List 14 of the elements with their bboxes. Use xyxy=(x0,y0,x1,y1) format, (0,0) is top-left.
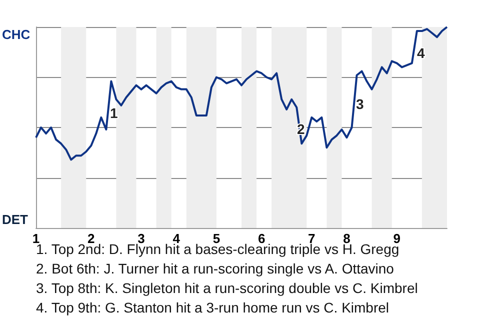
x-tick-label: 7 xyxy=(308,231,316,246)
x-tick-label: 6 xyxy=(258,231,266,246)
text: 4. Top 9th: G. Stanton hit a 3-run home run vs C. Kimbrel xyxy=(36,300,390,316)
annotation: 1 xyxy=(110,105,118,121)
x-tick-label: 3 xyxy=(138,231,145,246)
x-tick-label: 2 xyxy=(88,231,95,246)
text: DET xyxy=(2,212,28,227)
x-tick-label: 9 xyxy=(393,231,400,246)
annotation: 4 xyxy=(417,45,425,61)
text: 3. Top 8th: K. Singleton hit a run-scoring double vs C. Kimbrel xyxy=(36,280,418,296)
x-tick-label: 5 xyxy=(212,231,220,246)
text: 2. Bot 6th: J. Turner hit a run-scoring single vs A. Ottavino xyxy=(36,260,394,276)
text: CHC xyxy=(2,27,31,42)
annotation: 3 xyxy=(356,96,364,112)
